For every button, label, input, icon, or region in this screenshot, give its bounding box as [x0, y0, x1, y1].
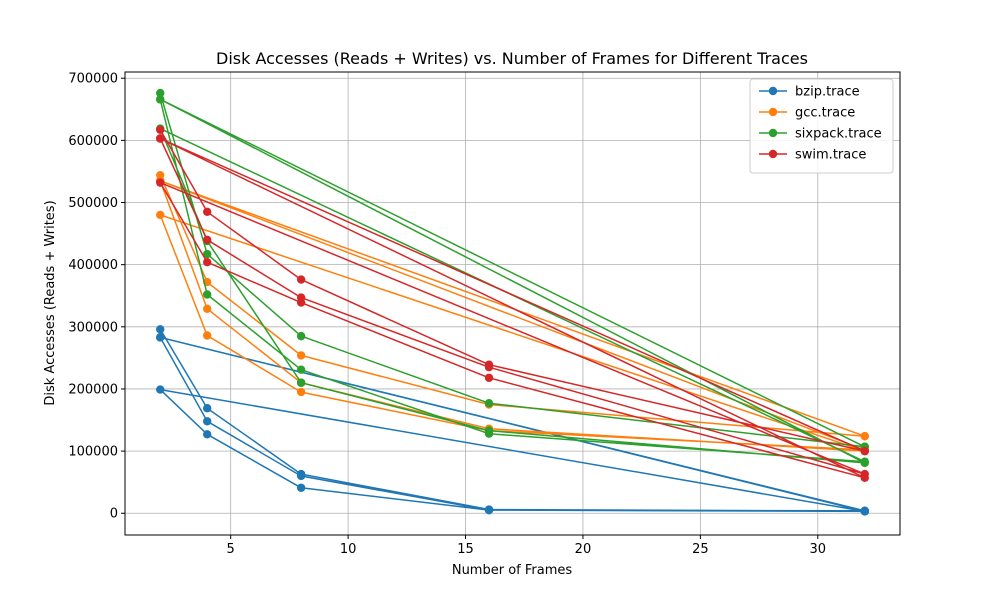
y-tick-label: 300000 [68, 320, 118, 335]
legend-marker [768, 107, 778, 117]
x-tick-label: 20 [575, 542, 592, 557]
data-point [156, 333, 165, 342]
data-point [860, 473, 869, 483]
data-point [202, 235, 212, 244]
data-point [484, 426, 494, 435]
data-point [296, 378, 306, 387]
data-point [860, 507, 869, 516]
data-point [156, 210, 165, 220]
data-point [202, 257, 212, 267]
data-point [860, 431, 869, 441]
x-tick-label: 10 [340, 542, 357, 557]
x-tick-label: 25 [692, 542, 709, 557]
data-point [202, 290, 212, 299]
data-point [484, 505, 494, 515]
data-point [296, 351, 306, 360]
y-tick-label: 100000 [68, 445, 118, 460]
data-point [484, 399, 494, 408]
data-point [156, 134, 165, 143]
data-point [296, 365, 306, 374]
data-point [296, 298, 306, 307]
data-point [484, 363, 494, 372]
plot-frame [124, 71, 901, 536]
legend-item: swim.trace [759, 148, 866, 163]
data-point [202, 304, 212, 313]
data-point [156, 88, 165, 98]
legend-item: gcc.trace [759, 106, 855, 121]
legend-label: sixpack.trace [795, 127, 882, 142]
y-tick-label: 0 [110, 507, 118, 522]
data-point [202, 417, 212, 426]
data-point [296, 483, 306, 492]
legend: bzip.trace gcc.trace sixpack.trace swim.tra… [749, 78, 894, 174]
data-point [202, 207, 212, 217]
y-tick-label: 700000 [68, 72, 118, 87]
legend-label: gcc.trace [795, 106, 855, 121]
data-point [296, 471, 306, 481]
y-tick-label: 400000 [68, 258, 118, 273]
data-point [202, 331, 212, 340]
data-point [202, 430, 212, 439]
data-point [156, 95, 165, 104]
data-point [296, 275, 306, 284]
grid [125, 72, 900, 535]
legend-item: sixpack.trace [759, 127, 882, 142]
x-tick-label: 15 [457, 542, 474, 557]
data-point [296, 331, 306, 341]
x-tick-label: 5 [227, 542, 235, 557]
axis-ticks: 5 10 15 20 25 30 0 100000 200000 300000 400000 5000… [68, 72, 826, 557]
y-axis-label: Disk Accesses (Reads + Writes) [43, 200, 58, 405]
legend-label: swim.trace [795, 148, 866, 163]
legend-marker [768, 149, 778, 159]
y-tick-label: 200000 [68, 382, 118, 397]
legend-label: bzip.trace [795, 85, 860, 100]
data-point [202, 404, 212, 413]
data-point [156, 178, 165, 187]
data-point [484, 373, 494, 382]
legend-marker [768, 86, 778, 96]
data-point [156, 325, 165, 334]
y-tick-label: 500000 [68, 196, 118, 211]
data-point [860, 446, 869, 456]
legend-marker [768, 128, 778, 138]
chart-title: Disk Accesses (Reads + Writes) vs. Numbe… [216, 49, 808, 68]
series-bzip-trace [156, 325, 869, 516]
data-point [202, 249, 212, 259]
plot-series [156, 88, 869, 516]
series-swim-trace [156, 125, 869, 483]
legend-box [749, 78, 894, 174]
legend-item: bzip.trace [759, 85, 860, 100]
x-tick-label: 30 [810, 542, 827, 557]
x-axis-label: Number of Frames [452, 563, 573, 578]
y-tick-label: 600000 [68, 134, 118, 149]
data-point [860, 458, 869, 468]
data-point [156, 385, 165, 394]
data-point [156, 125, 165, 134]
data-point [296, 387, 306, 397]
